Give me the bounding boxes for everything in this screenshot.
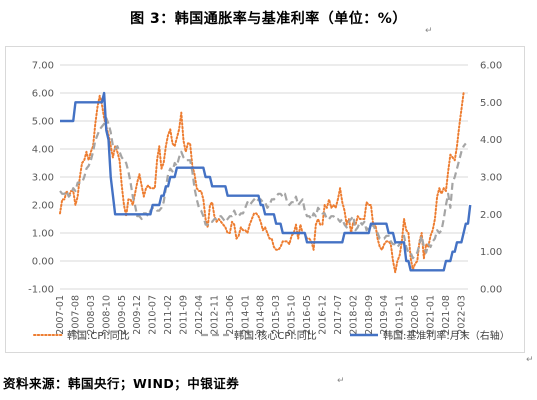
paragraph-mark-icon: ↵ (526, 355, 534, 365)
x-tick-label: 2019-11 (395, 295, 406, 335)
x-tick-label: 2020-06 (410, 295, 421, 335)
x-tick-label: 2018-02 (348, 295, 359, 335)
y-left-tick-label: 1.00 (32, 229, 54, 240)
figure-title: 图 3：韩国通胀率与基准利率（单位：%） (130, 11, 407, 27)
y-right-tick-label: 1.00 (480, 247, 502, 258)
x-tick-label: 2018-09 (364, 295, 375, 335)
legend-label: 韩国:核心CPI:同比 (234, 329, 317, 342)
x-tick-label: 2013-06 (225, 295, 236, 335)
y-right-tick-label: 6.00 (480, 61, 502, 72)
x-tick-label: 2017-07 (333, 295, 344, 335)
x-tick-label: 2016-05 (302, 295, 313, 335)
x-tick-label: 2009-12 (132, 295, 143, 335)
series-line-1 (59, 117, 467, 260)
y-left-tick-label: -1.00 (28, 285, 54, 296)
series-line-2 (60, 91, 472, 272)
y-right-tick-label: 0.00 (480, 285, 502, 296)
source-note: 资料来源：韩国央行；WIND；中银证券 (3, 376, 240, 391)
x-tick-label: 2015-10 (287, 295, 298, 335)
paragraph-mark-icon: ↵ (337, 376, 345, 386)
x-tick-label: 2007-08 (70, 295, 81, 335)
legend-label: 韩国:基准利率:月末（右轴） (383, 329, 510, 342)
x-tick-label: 2019-04 (379, 295, 390, 335)
x-tick-label: 2011-09 (179, 295, 190, 335)
x-tick-label: 2007-01 (55, 295, 66, 335)
y-right-tick-label: 5.00 (480, 98, 502, 109)
x-tick-label: 2016-12 (317, 295, 328, 335)
x-tick-label: 2012-04 (194, 295, 205, 335)
chart-frame: -1.00 0.00 1.00 2.00 3.00 4.00 5.00 6.00 7.00 0.0… (5, 46, 525, 353)
line-chart: -1.00 0.00 1.00 2.00 3.00 4.00 5.00 6.00 7.00 0.0… (28, 61, 510, 343)
y-right-tick-label: 4.00 (480, 135, 502, 146)
y-left-tick-label: 6.00 (32, 89, 54, 100)
x-tick-label: 2010-07 (148, 295, 159, 335)
legend-label: 韩国:CPI:同比 (67, 329, 130, 342)
x-tick-label: 2008-03 (86, 295, 97, 335)
y-right-tick-label: 2.00 (480, 210, 502, 221)
x-tick-label: 2011-02 (163, 295, 174, 335)
y-left-tick-label: 5.00 (32, 117, 54, 128)
paragraph-mark-icon: ↵ (425, 26, 433, 36)
y-right-tick-label: 3.00 (480, 173, 502, 184)
x-tick-label: 2009-05 (117, 295, 128, 335)
y-left-tick-label: 3.00 (32, 173, 54, 184)
x-tick-label: 2014-01 (240, 295, 251, 335)
y-left-tick-label: 0.00 (32, 257, 54, 268)
x-tick-label: 2015-03 (271, 295, 282, 335)
y-left-tick-label: 4.00 (32, 145, 54, 156)
series-line-0 (59, 92, 465, 274)
x-tick-label: 2021-01 (426, 295, 437, 335)
x-tick-label: 2008-10 (101, 295, 112, 335)
y-left-tick-label: 2.00 (32, 201, 54, 212)
x-tick-label: 2021-08 (441, 295, 452, 335)
y-left-tick-label: 7.00 (32, 61, 54, 72)
x-tick-label: 2022-03 (456, 295, 467, 335)
x-tick-label: 2014-08 (256, 295, 267, 335)
x-tick-label: 2012-11 (209, 295, 220, 335)
